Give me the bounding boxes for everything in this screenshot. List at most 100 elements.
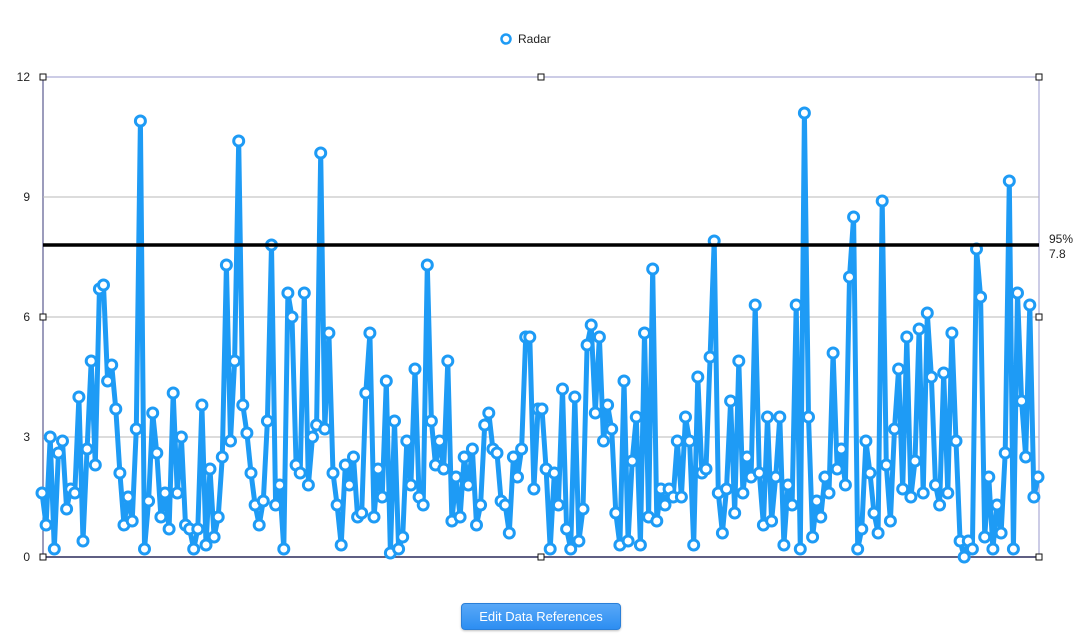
y-tick-label: 0 (23, 550, 30, 564)
data-point (1011, 286, 1024, 300)
data-point (896, 482, 910, 496)
data-point (306, 430, 319, 444)
legend: Radar (500, 32, 551, 46)
resize-handle[interactable] (537, 73, 545, 81)
data-point (908, 454, 922, 468)
data-point (199, 538, 213, 552)
data-point (236, 398, 250, 412)
data-point (125, 514, 139, 528)
data-point (371, 462, 385, 476)
data-point (785, 498, 799, 512)
data-point (674, 490, 688, 504)
data-point (105, 358, 119, 372)
resize-handle[interactable] (39, 313, 47, 321)
data-point (547, 466, 561, 480)
data-point (605, 422, 619, 436)
resize-handle[interactable] (1035, 73, 1043, 81)
data-point (556, 382, 569, 396)
data-point (543, 542, 557, 556)
data-point (691, 370, 705, 384)
data-point (720, 482, 733, 496)
y-tick-labels: 0 3 6 9 12 (17, 70, 31, 564)
data-point (334, 538, 348, 552)
data-point (408, 362, 422, 376)
data-point (797, 106, 811, 120)
data-point (912, 322, 926, 336)
data-point (129, 422, 143, 436)
data-point (433, 434, 447, 448)
data-point (982, 470, 996, 484)
data-point (580, 338, 594, 352)
data-point (285, 310, 299, 324)
data-point (375, 490, 389, 504)
data-point (392, 542, 406, 556)
data-point (592, 330, 606, 344)
data-point (564, 542, 578, 556)
data-point (273, 478, 287, 492)
data-point (855, 522, 869, 536)
data-point (146, 406, 160, 420)
resize-handle[interactable] (1035, 553, 1043, 561)
data-point (474, 498, 488, 512)
data-point (490, 446, 504, 460)
data-point (1031, 470, 1045, 484)
data-point (793, 542, 807, 556)
data-point (1002, 174, 1016, 188)
data-point (498, 498, 512, 512)
edit-data-references-button[interactable]: Edit Data References (461, 603, 621, 630)
data-point (39, 518, 53, 532)
data-point (326, 466, 340, 480)
data-point (830, 462, 844, 476)
data-point (761, 410, 774, 424)
data-point (597, 434, 610, 448)
data-point (683, 434, 697, 448)
data-point (945, 326, 959, 340)
data-point (359, 386, 373, 400)
data-point (1023, 298, 1037, 312)
data-point (162, 522, 176, 536)
data-point (293, 466, 307, 480)
data-point (900, 330, 914, 344)
data-point (777, 538, 791, 552)
data-point (601, 398, 615, 412)
resize-handle[interactable] (39, 553, 47, 561)
reference-line-percent-label: 95% (1049, 232, 1073, 246)
data-point (843, 270, 856, 284)
data-point (170, 486, 184, 500)
data-point (260, 414, 274, 428)
data-point (355, 506, 369, 520)
resize-handle[interactable] (537, 553, 545, 561)
data-point (437, 462, 451, 476)
data-point (568, 390, 582, 404)
data-point (810, 494, 824, 508)
selection-handles[interactable] (39, 73, 1043, 561)
data-point (699, 462, 713, 476)
data-point (1015, 394, 1029, 408)
data-point (224, 434, 237, 448)
resize-handle[interactable] (1035, 313, 1043, 321)
data-point (515, 442, 529, 456)
data-point (949, 434, 963, 448)
data-point (470, 518, 483, 532)
data-point (80, 442, 94, 456)
data-point (916, 486, 930, 500)
data-point (847, 210, 861, 224)
data-point (318, 422, 332, 436)
data-point (203, 462, 217, 476)
data-point (773, 410, 787, 424)
data-point (244, 466, 258, 480)
data-point (629, 410, 643, 424)
data-point (904, 490, 918, 504)
data-point (924, 370, 938, 384)
data-point (47, 542, 61, 556)
data-point (166, 386, 180, 400)
data-point (449, 470, 463, 484)
data-point (769, 470, 783, 484)
data-point (572, 534, 586, 548)
resize-handle[interactable] (39, 73, 47, 81)
data-point (871, 526, 885, 540)
data-point (867, 506, 881, 520)
data-point (929, 478, 942, 492)
data-point (576, 502, 590, 516)
data-point (256, 494, 270, 508)
